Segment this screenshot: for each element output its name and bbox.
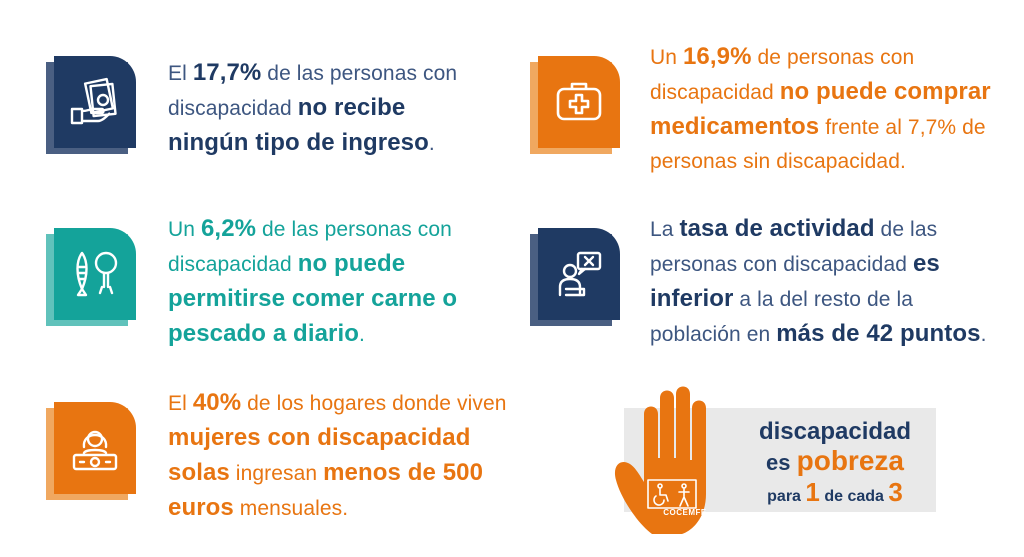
person-chat-icon [558, 251, 602, 297]
slogan-line-3: para 1 de cada 3 [767, 477, 903, 507]
households-icon-tile [46, 402, 136, 500]
hand-logo-icon [614, 386, 706, 534]
slogan-line-1: discapacidad [758, 418, 912, 445]
activity-icon-tile [530, 228, 620, 326]
logo-slogan: discapacidad es pobreza para 1 de cada 3 [740, 418, 930, 511]
food-percent: 6,2% [200, 215, 257, 242]
income-text: El 17,7% de las personas con discapacida… [168, 59, 458, 156]
money-hand-icon [70, 77, 117, 125]
food-text: Un 6,2% de las personas con discapacidad… [168, 215, 458, 347]
medicine-icon-tile [530, 56, 620, 154]
food-icon-tile [46, 228, 136, 326]
medicine-percent: 16,9% [682, 43, 752, 70]
medical-kit-icon [556, 82, 602, 121]
woman-money-icon [72, 430, 118, 471]
households-percent: 40% [192, 389, 242, 416]
brand-label: COCEMFE [663, 508, 707, 517]
slogan-line-2: es pobreza [766, 445, 904, 476]
fish-chicken-icon [76, 251, 118, 297]
activity-text: La tasa de actividad de las personas con… [650, 215, 987, 347]
income-icon-tile [46, 56, 136, 154]
income-percent: 17,7% [192, 59, 262, 86]
households-text: El 40% de los hogares donde viven mujere… [168, 389, 507, 521]
medicine-text: Un 16,9% de personas con discapacidad no… [650, 43, 991, 173]
